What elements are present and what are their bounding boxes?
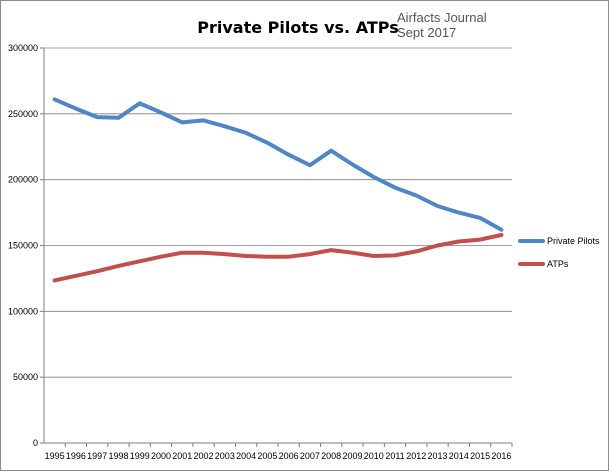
x-tick-label: 2004	[236, 451, 256, 461]
y-tick-label: 0	[33, 438, 38, 448]
y-tick-label: 150000	[8, 241, 38, 251]
series-line-atps	[52, 233, 504, 283]
x-tick-label: 2014	[449, 451, 469, 461]
x-tick-label: 2002	[194, 451, 214, 461]
x-tick-label: 2003	[215, 451, 235, 461]
legend-label: Private Pilots	[547, 236, 600, 246]
legend: Private Pilots ATPs	[518, 236, 600, 269]
series-lines	[52, 97, 504, 283]
x-tick-label: 2016	[491, 451, 511, 461]
y-tick-label: 300000	[8, 43, 38, 53]
series-line-private-pilots	[52, 97, 504, 232]
x-tick-label: 1995	[45, 451, 65, 461]
chart-title: Private Pilots vs. ATPs	[197, 18, 398, 37]
y-tick-label: 250000	[8, 109, 38, 119]
x-tick-label: 2008	[321, 451, 341, 461]
x-tick-label: 2006	[279, 451, 299, 461]
y-tick-label: 100000	[8, 306, 38, 316]
legend-label: ATPs	[547, 259, 569, 269]
y-axis-ticks: 0 50000 100000 150000 200000 250000 300000	[8, 43, 38, 448]
x-tick-label: 2011	[385, 451, 404, 461]
x-tick-label: 2010	[364, 451, 384, 461]
x-tick-label: 1999	[130, 451, 150, 461]
x-tick-label: 2013	[428, 451, 448, 461]
x-tick-label: 2005	[257, 451, 277, 461]
x-tick-label: 2009	[342, 451, 362, 461]
y-tick-label: 200000	[8, 175, 38, 185]
y-tick-label: 50000	[13, 372, 38, 382]
x-tick-label: 2000	[151, 451, 171, 461]
x-axis-ticks: 1995 1996 1997 1998 1999 2000 2001 2002 2003 2004…	[45, 443, 513, 461]
x-tick-label: 1997	[87, 451, 107, 461]
annotation-date: Sept 2017	[397, 25, 456, 40]
x-tick-label: 1998	[108, 451, 128, 461]
x-tick-label: 2007	[300, 451, 320, 461]
x-tick-label: 1996	[66, 451, 86, 461]
x-tick-label: 2012	[406, 451, 426, 461]
gridlines	[40, 47, 512, 444]
x-tick-label: 2015	[470, 451, 490, 461]
annotation-source: Airfacts Journal	[397, 10, 487, 25]
x-tick-label: 2001	[172, 451, 192, 461]
